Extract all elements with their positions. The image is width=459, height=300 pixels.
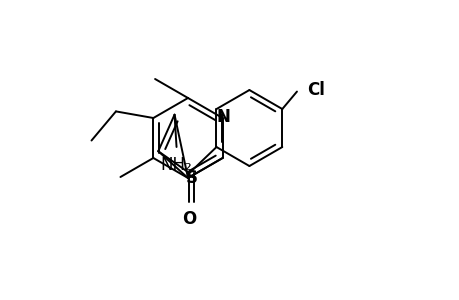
Text: N: N [216, 108, 230, 126]
Text: Cl: Cl [306, 81, 324, 99]
Text: O: O [182, 209, 196, 227]
Text: NH₂: NH₂ [160, 156, 192, 174]
Text: S: S [185, 169, 197, 187]
